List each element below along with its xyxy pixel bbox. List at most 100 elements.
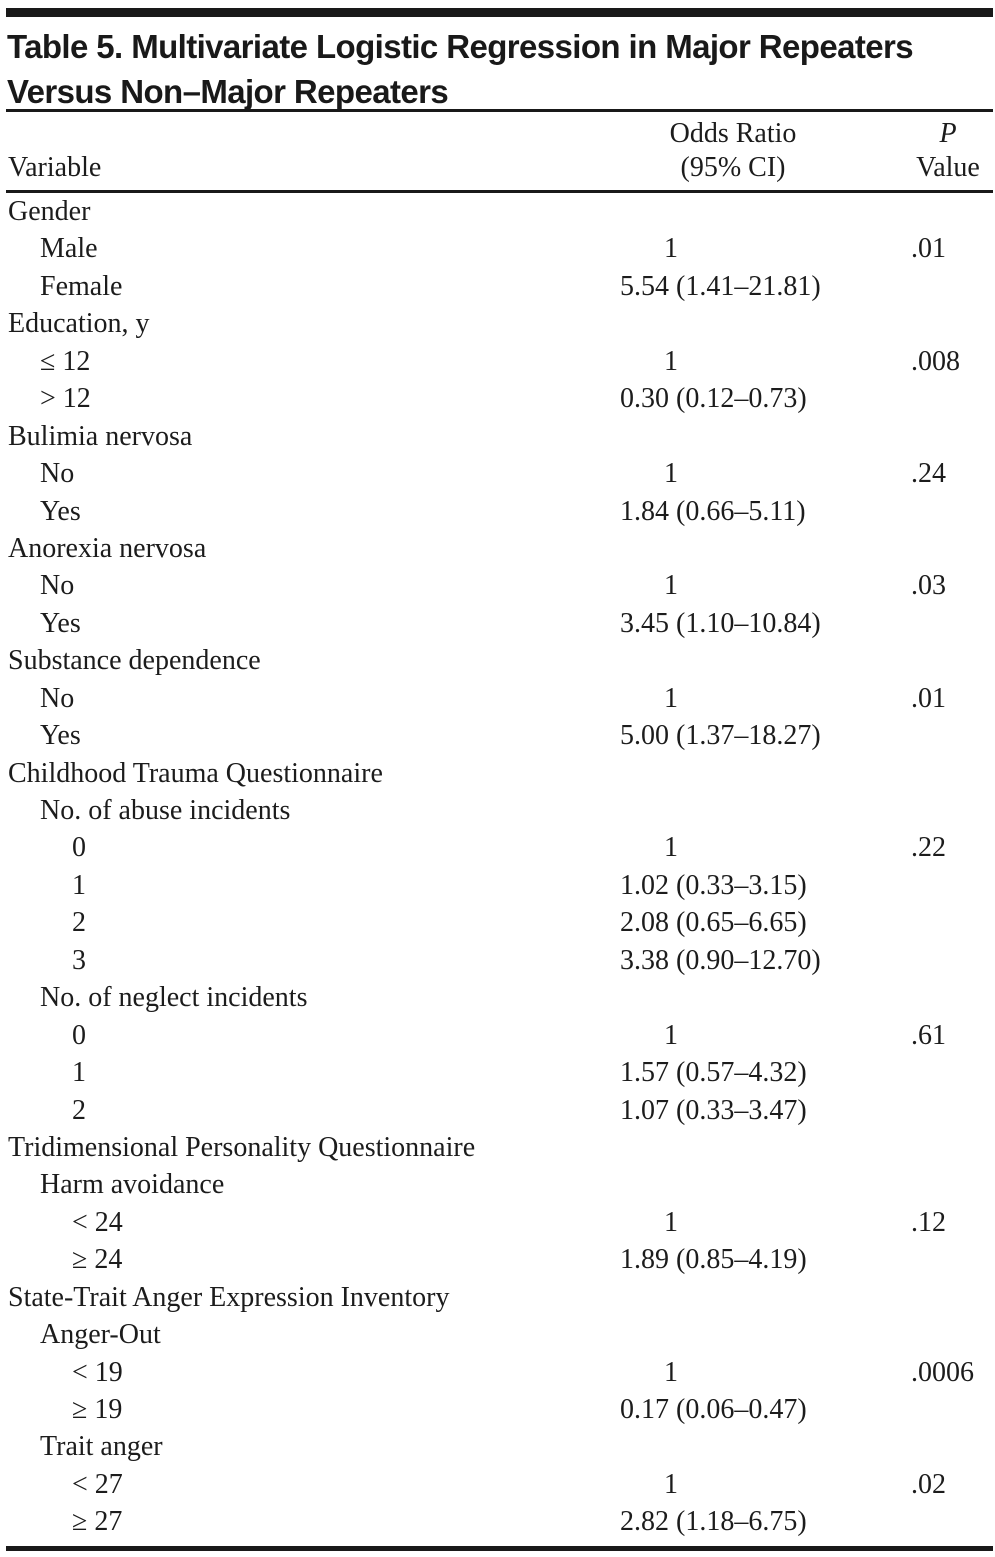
- table-title-line2: Versus Non–Major Repeaters: [7, 73, 449, 110]
- table-row: ≥ 19 0.17 (0.06–0.47): [0, 1391, 995, 1428]
- table-row: 2 1.07 (0.33–3.47): [0, 1092, 995, 1129]
- table-body: Gender Male 1 .01 Female 5.54 (1.41–21.81) Edu…: [0, 193, 995, 1541]
- odds-ratio-cell: 1.02 (0.33–3.15): [620, 869, 807, 901]
- column-header-odds-ratio-line2: (95% CI): [680, 152, 786, 183]
- row-label: State-Trait Anger Expression Inventory: [8, 1281, 450, 1313]
- table-title-line1: Table 5. Multivariate Logistic Regressio…: [7, 28, 914, 65]
- table-row: Yes 5.00 (1.37–18.27): [0, 717, 995, 754]
- odds-ratio-cell: 1.84 (0.66–5.11): [620, 495, 806, 527]
- odds-ratio-cell: 0.30 (0.12–0.73): [620, 383, 807, 415]
- row-label: ≥ 24: [72, 1244, 123, 1276]
- row-label: 0: [72, 832, 86, 864]
- table-row: No 1 .24: [0, 455, 995, 492]
- odds-ratio-cell: 1.57 (0.57–4.32): [620, 1057, 807, 1089]
- table-row: < 27 1 .02: [0, 1466, 995, 1503]
- column-header-odds-ratio: Odds Ratio (95% CI): [613, 117, 853, 185]
- table-row: 0 1.61: [0, 1017, 995, 1054]
- row-label: Trait anger: [40, 1431, 163, 1463]
- odds-ratio-cell: 1: [664, 570, 678, 602]
- table-row: 1 1.57 (0.57–4.32): [0, 1054, 995, 1091]
- p-value-cell: .01: [911, 682, 946, 714]
- row-label: Substance dependence: [8, 645, 261, 677]
- odds-ratio-cell: 2.08 (0.65–6.65): [620, 907, 807, 939]
- table-row: No. of abuse incidents: [0, 792, 995, 829]
- title-divider-rule: [6, 109, 993, 112]
- row-label: ≤ 12: [40, 345, 91, 377]
- table-row: < 19 1 .0006: [0, 1354, 995, 1391]
- table-row: Bulimia nervosa: [0, 418, 995, 455]
- odds-ratio-cell: 3.38 (0.90–12.70): [620, 944, 821, 976]
- table-row: No. of neglect incidents: [0, 979, 995, 1016]
- p-value-cell: .01: [911, 233, 946, 265]
- table-row: Harm avoidance: [0, 1166, 995, 1203]
- table-row: Male 1 .01: [0, 230, 995, 267]
- table-row: 1 1.02 (0.33–3.15): [0, 867, 995, 904]
- table-row: ≥ 27 2.82 (1.18–6.75): [0, 1503, 995, 1540]
- p-value-cell: .24: [911, 458, 946, 490]
- row-label: No. of neglect incidents: [40, 982, 308, 1014]
- column-header-p-value: P Value: [898, 117, 995, 185]
- table-row: ≥ 24 1.89 (0.85–4.19): [0, 1241, 995, 1278]
- row-label: Anorexia nervosa: [8, 532, 207, 564]
- row-label: 0: [72, 1019, 86, 1051]
- table-row: Trait anger: [0, 1428, 995, 1465]
- row-label: Male: [40, 233, 98, 265]
- row-label: Childhood Trauma Questionnaire: [8, 757, 383, 789]
- row-label: 3: [72, 944, 86, 976]
- odds-ratio-cell: 1: [664, 233, 678, 265]
- odds-ratio-cell: 1: [664, 345, 678, 377]
- odds-ratio-cell: 5.00 (1.37–18.27): [620, 720, 821, 752]
- table-row: No 1 .01: [0, 680, 995, 717]
- row-label: Female: [40, 270, 123, 302]
- column-header-odds-ratio-line1: Odds Ratio: [669, 118, 797, 149]
- row-label: Bulimia nervosa: [8, 420, 193, 452]
- table-row: Anorexia nervosa: [0, 530, 995, 567]
- odds-ratio-cell: 3.45 (1.10–10.84): [620, 607, 821, 639]
- table-row: Yes 1.84 (0.66–5.11): [0, 493, 995, 530]
- table-row: State-Trait Anger Expression Inventory: [0, 1279, 995, 1316]
- odds-ratio-cell: 1.07 (0.33–3.47): [620, 1094, 807, 1126]
- row-label: No: [40, 458, 75, 490]
- odds-ratio-cell: 2.82 (1.18–6.75): [620, 1506, 807, 1538]
- row-label: Tridimensional Personality Questionnaire: [8, 1131, 476, 1163]
- table-row: Tridimensional Personality Questionnaire: [0, 1129, 995, 1166]
- row-label: ≥ 19: [72, 1394, 123, 1425]
- table-row: No 1 .03: [0, 567, 995, 604]
- row-label: Anger-Out: [40, 1319, 161, 1351]
- table-row: Education, y: [0, 305, 995, 342]
- row-label: < 27: [72, 1468, 123, 1500]
- row-label: Education, y: [8, 308, 150, 340]
- row-label: Yes: [40, 720, 81, 752]
- row-label: > 12: [40, 383, 91, 415]
- table-row: 3 3.38 (0.90–12.70): [0, 942, 995, 979]
- p-value-cell: .03: [911, 570, 946, 602]
- row-label: < 24: [72, 1206, 123, 1238]
- odds-ratio-cell: 1: [664, 1356, 678, 1388]
- column-header-p-line1: P: [939, 118, 957, 149]
- table-row: < 24 1 .12: [0, 1204, 995, 1241]
- column-header-variable: Variable: [8, 152, 102, 183]
- table-row: Substance dependence: [0, 642, 995, 679]
- p-value-cell: .008: [911, 345, 960, 377]
- header-divider-rule: [6, 190, 993, 193]
- row-label: No. of abuse incidents: [40, 795, 291, 826]
- table-row: Female 5.54 (1.41–21.81): [0, 268, 995, 305]
- odds-ratio-cell: 1: [664, 1468, 678, 1500]
- odds-ratio-cell: 0.17 (0.06–0.47): [620, 1394, 807, 1425]
- p-value-cell: .0006: [911, 1356, 974, 1388]
- row-label: Gender: [8, 196, 91, 227]
- row-label: ≥ 27: [72, 1506, 123, 1538]
- odds-ratio-cell: 1: [664, 1206, 678, 1238]
- row-label: No: [40, 570, 75, 602]
- table-row: 2 2.08 (0.65–6.65): [0, 904, 995, 941]
- odds-ratio-cell: 1.89 (0.85–4.19): [620, 1244, 807, 1276]
- odds-ratio-cell: 1: [664, 682, 678, 714]
- table-title: Table 5. Multivariate Logistic Regressio…: [7, 24, 994, 114]
- row-label: Yes: [40, 607, 81, 639]
- row-label: Yes: [40, 495, 81, 527]
- table-row: ≤ 12 1 .008: [0, 343, 995, 380]
- odds-ratio-cell: 1: [664, 1019, 678, 1051]
- row-label: Harm avoidance: [40, 1169, 225, 1201]
- row-label: 2: [72, 907, 86, 939]
